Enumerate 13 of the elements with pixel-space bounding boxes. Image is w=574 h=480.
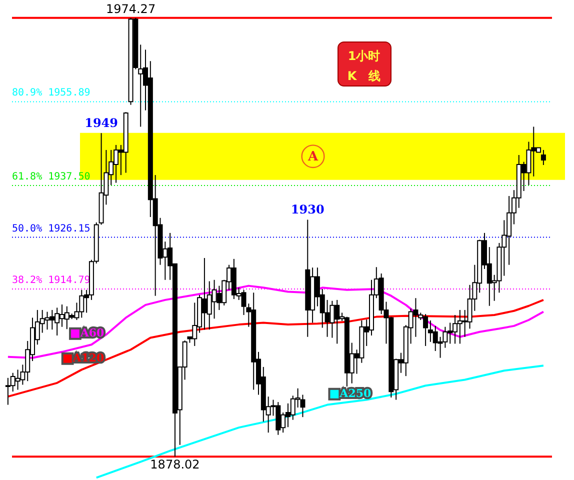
series-label: ■A120 xyxy=(62,352,105,365)
text: 1小时 K 线 xyxy=(347,49,381,83)
annotation: 1949 xyxy=(84,116,118,130)
series-label: ■A60 xyxy=(70,326,105,340)
series-label: ■A250 xyxy=(329,386,372,400)
annotation: 1930 xyxy=(290,202,324,217)
ref-line-label: 1878.02 xyxy=(150,458,200,472)
ref-line-label: 1974.27 xyxy=(106,2,156,16)
candlestick xyxy=(540,149,546,166)
band-label: A xyxy=(306,149,319,164)
ref-line-label: 80.9% 1955.89 xyxy=(12,88,90,99)
ref-line-label: 50.0% 1926.15 xyxy=(12,223,90,234)
ref-line-label: 38.2% 1914.79 xyxy=(12,275,90,286)
